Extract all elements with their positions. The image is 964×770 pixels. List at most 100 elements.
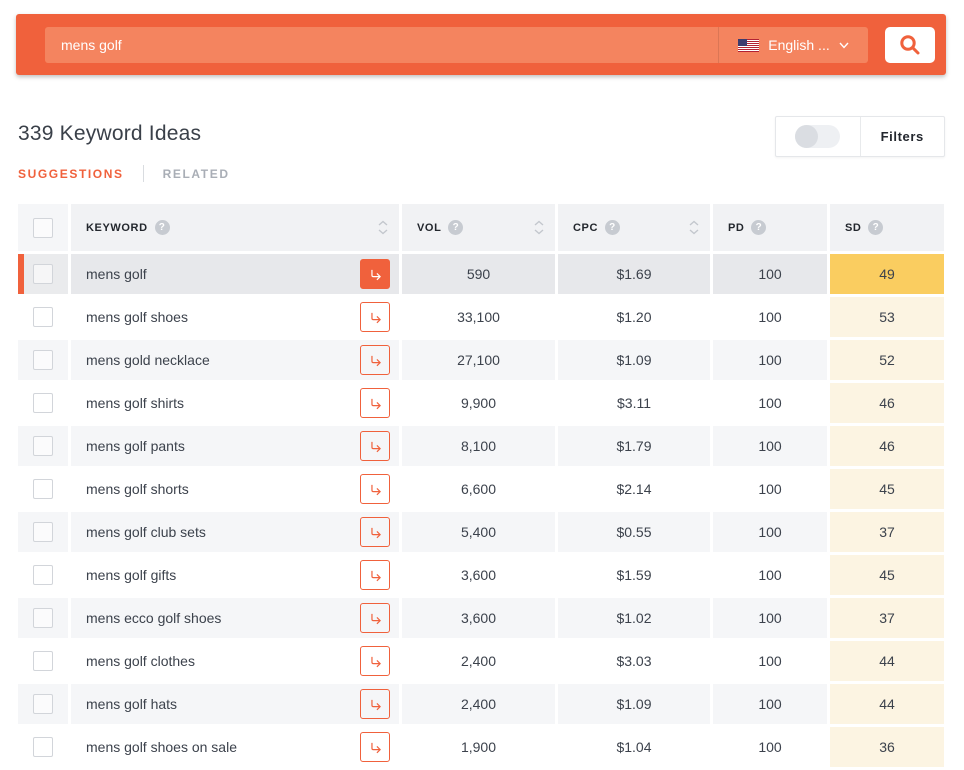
pd-help-icon[interactable]: ? (751, 220, 767, 235)
search-field: English ... (45, 27, 868, 63)
keyword-text: mens golf shorts (86, 481, 189, 497)
row-checkbox[interactable] (33, 651, 53, 671)
table-row[interactable]: mens golf shorts 6,600 $2.14 100 45 (18, 469, 944, 509)
sd-value: 37 (830, 512, 944, 552)
row-checkbox[interactable] (33, 436, 53, 456)
row-checkbox[interactable] (33, 479, 53, 499)
select-all-checkbox[interactable] (33, 217, 53, 238)
table-row[interactable]: mens golf shoes on sale 1,900 $1.04 100 … (18, 727, 944, 767)
table-row[interactable]: mens gold necklace 27,100 $1.09 100 52 (18, 340, 944, 380)
vol-value: 8,100 (402, 426, 555, 466)
open-keyword-button[interactable] (360, 431, 390, 461)
row-checkbox-cell (18, 426, 68, 466)
row-checkbox[interactable] (33, 694, 53, 714)
row-checkbox[interactable] (33, 350, 53, 370)
vol-value: 1,900 (402, 727, 555, 767)
table-row[interactable]: mens golf shirts 9,900 $3.11 100 46 (18, 383, 944, 423)
open-keyword-button[interactable] (360, 646, 390, 676)
pd-value: 100 (713, 512, 827, 552)
vol-column-header[interactable]: VOL ? (402, 204, 555, 251)
row-checkbox[interactable] (33, 565, 53, 585)
keyword-help-icon[interactable]: ? (154, 220, 170, 235)
table-row[interactable]: mens ecco golf shoes 3,600 $1.02 100 37 (18, 598, 944, 638)
sd-value: 52 (830, 340, 944, 380)
pd-value: 100 (713, 641, 827, 681)
pd-column-label: PD (728, 221, 745, 234)
filters-toggle[interactable] (795, 125, 841, 148)
vol-value: 590 (402, 254, 555, 294)
cpc-value: $1.20 (558, 297, 710, 337)
cpc-value: $1.04 (558, 727, 710, 767)
sd-value: 45 (830, 555, 944, 595)
open-keyword-button[interactable] (360, 474, 390, 504)
keyword-cell: mens golf club sets (71, 512, 399, 552)
open-keyword-button[interactable] (360, 302, 390, 332)
row-checkbox-cell (18, 340, 68, 380)
table-row[interactable]: mens golf 590 $1.69 100 49 (18, 254, 944, 294)
filters-toggle-knob (795, 125, 819, 148)
keyword-text: mens golf (86, 266, 147, 282)
search-input[interactable] (45, 27, 718, 63)
table-row[interactable]: mens golf pants 8,100 $1.79 100 46 (18, 426, 944, 466)
keyword-cell: mens golf gifts (71, 555, 399, 595)
open-keyword-button[interactable] (360, 560, 390, 590)
sd-column-header[interactable]: SD ? (830, 204, 944, 251)
filters-button[interactable]: Filters (880, 129, 924, 144)
pd-column-header[interactable]: PD ? (713, 204, 827, 251)
table-row[interactable]: mens golf clothes 2,400 $3.03 100 44 (18, 641, 944, 681)
keyword-sort-icon[interactable] (377, 220, 389, 235)
keyword-cell: mens golf shirts (71, 383, 399, 423)
cpc-sort-icon[interactable] (688, 220, 700, 235)
pd-value: 100 (713, 383, 827, 423)
cpc-value: $0.55 (558, 512, 710, 552)
cpc-value: $1.59 (558, 555, 710, 595)
cpc-column-label: CPC (573, 221, 599, 234)
row-checkbox-cell (18, 641, 68, 681)
keyword-cell: mens ecco golf shoes (71, 598, 399, 638)
open-keyword-button[interactable] (360, 259, 390, 289)
table-row[interactable]: mens golf club sets 5,400 $0.55 100 37 (18, 512, 944, 552)
table-row[interactable]: mens golf hats 2,400 $1.09 100 44 (18, 684, 944, 724)
vol-value: 3,600 (402, 598, 555, 638)
row-checkbox[interactable] (33, 522, 53, 542)
keyword-text: mens golf hats (86, 696, 178, 712)
keyword-text: mens ecco golf shoes (86, 610, 222, 626)
cpc-value: $1.09 (558, 340, 710, 380)
row-checkbox[interactable] (33, 307, 53, 327)
open-keyword-button[interactable] (360, 732, 390, 762)
vol-help-icon[interactable]: ? (448, 220, 464, 235)
arrow-branch-icon (370, 527, 381, 538)
keyword-column-label: KEYWORD (86, 221, 148, 234)
open-keyword-button[interactable] (360, 517, 390, 547)
arrow-branch-icon (370, 484, 381, 495)
row-checkbox[interactable] (33, 264, 53, 284)
vol-sort-icon[interactable] (533, 220, 545, 235)
row-checkbox-cell (18, 555, 68, 595)
table-row[interactable]: mens golf shoes 33,100 $1.20 100 53 (18, 297, 944, 337)
keyword-cell: mens golf hats (71, 684, 399, 724)
row-checkbox[interactable] (33, 737, 53, 757)
keyword-text: mens golf shirts (86, 395, 185, 411)
sd-help-icon[interactable]: ? (868, 220, 884, 235)
language-selector[interactable]: English ... (718, 27, 868, 63)
cpc-column-header[interactable]: CPC ? (558, 204, 710, 251)
pd-value: 100 (713, 254, 827, 294)
pd-value: 100 (713, 727, 827, 767)
keyword-column-header[interactable]: KEYWORD ? (71, 204, 399, 251)
arrow-branch-icon (370, 269, 381, 280)
sd-value: 44 (830, 684, 944, 724)
open-keyword-button[interactable] (360, 388, 390, 418)
row-checkbox[interactable] (33, 608, 53, 628)
keyword-cell: mens gold necklace (71, 340, 399, 380)
open-keyword-button[interactable] (360, 603, 390, 633)
tab-suggestions[interactable]: SUGGESTIONS (18, 166, 124, 181)
open-keyword-button[interactable] (360, 345, 390, 375)
keyword-cell: mens golf clothes (71, 641, 399, 681)
cpc-help-icon[interactable]: ? (605, 220, 621, 235)
table-row[interactable]: mens golf gifts 3,600 $1.59 100 45 (18, 555, 944, 595)
open-keyword-button[interactable] (360, 689, 390, 719)
tab-related[interactable]: RELATED (162, 166, 230, 181)
row-checkbox[interactable] (33, 393, 53, 413)
search-button[interactable] (885, 27, 935, 63)
pd-value: 100 (713, 426, 827, 466)
